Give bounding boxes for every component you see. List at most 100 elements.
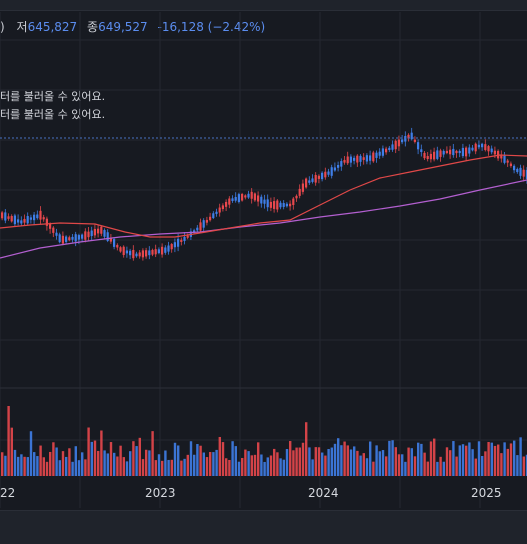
volume-bar-3 bbox=[10, 427, 13, 476]
candle-62 bbox=[199, 222, 202, 231]
volume-bar-121 bbox=[388, 440, 391, 476]
volume-bar-57 bbox=[183, 458, 186, 476]
candle-110 bbox=[353, 157, 356, 161]
candle-147 bbox=[471, 147, 474, 151]
volume-bar-102 bbox=[327, 448, 330, 476]
volume-bar-156 bbox=[500, 453, 503, 476]
candle-57 bbox=[183, 236, 186, 242]
volume-bar-50 bbox=[161, 460, 164, 476]
candle-91 bbox=[292, 198, 295, 205]
top-toolbar-strip bbox=[0, 0, 527, 11]
volume-bar-34 bbox=[109, 442, 113, 476]
candle-23 bbox=[74, 234, 77, 242]
volume-bar-118 bbox=[378, 451, 381, 476]
candle-27 bbox=[87, 231, 90, 238]
candle-142 bbox=[455, 150, 458, 154]
volume-bar-37 bbox=[119, 445, 122, 476]
volume-bar-111 bbox=[356, 450, 359, 476]
volume-bar-135 bbox=[433, 438, 436, 476]
candle-37 bbox=[119, 247, 122, 252]
candle-81 bbox=[260, 196, 263, 204]
x-tick-label-0: 22 bbox=[0, 486, 15, 500]
volume-bar-2 bbox=[7, 406, 10, 476]
candle-25 bbox=[81, 234, 84, 239]
candle-15 bbox=[49, 223, 52, 229]
volume-bar-47 bbox=[151, 431, 154, 476]
volume-bar-14 bbox=[45, 461, 49, 476]
volume-bar-59 bbox=[189, 441, 193, 476]
volume-bar-97 bbox=[311, 459, 314, 476]
volume-bar-85 bbox=[273, 448, 276, 476]
candle-50 bbox=[161, 246, 164, 255]
candle-70 bbox=[225, 201, 228, 207]
volume-bar-16 bbox=[52, 442, 55, 476]
candle-88 bbox=[282, 203, 285, 207]
candle-69 bbox=[221, 205, 224, 210]
candle-92 bbox=[295, 195, 298, 199]
stock-chart[interactable]: 22 2023 2024 2025 bbox=[0, 0, 527, 510]
candle-123 bbox=[394, 140, 397, 150]
volume-bar-23 bbox=[74, 446, 77, 476]
candlestick-series bbox=[1, 127, 527, 261]
candle-74 bbox=[237, 194, 240, 202]
candle-31 bbox=[100, 226, 103, 234]
candle-10 bbox=[33, 214, 36, 221]
candle-45 bbox=[145, 250, 148, 257]
candle-83 bbox=[266, 199, 269, 208]
candle-151 bbox=[484, 144, 487, 151]
volume-bar-158 bbox=[506, 448, 509, 476]
volume-bar-161 bbox=[516, 455, 519, 476]
volume-bar-68 bbox=[218, 436, 221, 476]
candle-36 bbox=[116, 244, 119, 248]
volume-bar-55 bbox=[177, 445, 180, 476]
volume-bar-109 bbox=[349, 449, 353, 476]
volume-bar-18 bbox=[58, 460, 61, 476]
candle-101 bbox=[324, 171, 327, 178]
volume-bar-150 bbox=[481, 455, 484, 476]
volume-bar-72 bbox=[231, 441, 234, 476]
bottom-bar bbox=[0, 510, 527, 544]
candle-66 bbox=[212, 213, 215, 219]
candle-161 bbox=[516, 168, 519, 173]
volume-bar-126 bbox=[404, 461, 407, 476]
volume-bar-91 bbox=[292, 450, 295, 476]
candle-149 bbox=[477, 144, 480, 148]
candle-152 bbox=[487, 146, 490, 152]
volume-bar-44 bbox=[141, 459, 145, 476]
chart-grid bbox=[0, 12, 527, 508]
candle-107 bbox=[343, 159, 346, 163]
candle-8 bbox=[26, 216, 29, 224]
candle-44 bbox=[141, 250, 144, 258]
volume-bar-53 bbox=[170, 459, 173, 476]
candle-162 bbox=[519, 167, 522, 176]
volume-bar-113 bbox=[362, 453, 365, 476]
candle-114 bbox=[365, 155, 368, 162]
volume-bar-75 bbox=[241, 457, 244, 476]
candle-111 bbox=[356, 155, 359, 163]
volume-bar-78 bbox=[250, 455, 253, 476]
candle-4 bbox=[13, 215, 16, 225]
volume-bar-94 bbox=[301, 442, 305, 476]
candle-89 bbox=[285, 203, 288, 207]
volume-bar-147 bbox=[471, 449, 474, 476]
volume-bar-69 bbox=[221, 442, 225, 476]
volume-bar-32 bbox=[103, 450, 106, 476]
volume-bar-155 bbox=[497, 444, 500, 476]
candle-71 bbox=[228, 198, 231, 205]
candle-72 bbox=[231, 198, 234, 201]
volume-bar-77 bbox=[247, 451, 250, 476]
candle-156 bbox=[500, 155, 503, 159]
volume-bar-119 bbox=[381, 450, 385, 476]
candle-41 bbox=[132, 249, 135, 259]
candle-140 bbox=[449, 149, 452, 155]
volume-bar-6 bbox=[20, 454, 23, 476]
candle-26 bbox=[84, 231, 87, 240]
volume-bar-43 bbox=[138, 437, 141, 476]
candle-158 bbox=[506, 160, 509, 163]
candle-17 bbox=[55, 232, 58, 236]
volume-bar-108 bbox=[346, 445, 349, 476]
volume-bar-45 bbox=[145, 449, 148, 476]
candle-28 bbox=[90, 230, 93, 237]
legend-low-label: 저 bbox=[16, 20, 28, 34]
candle-130 bbox=[417, 142, 420, 150]
